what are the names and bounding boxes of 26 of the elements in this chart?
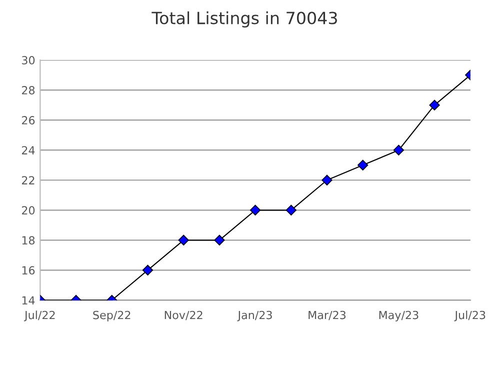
x-tick-label: Jul/23 xyxy=(454,310,486,322)
point xyxy=(142,264,154,276)
point xyxy=(286,204,296,216)
point xyxy=(178,234,189,246)
x-tick-label: Jul/22 xyxy=(24,310,55,322)
y-tick-label: 20 xyxy=(22,206,35,215)
point xyxy=(429,100,440,110)
y-tick-label: 16 xyxy=(22,266,35,275)
y-tick-label: 22 xyxy=(22,176,34,184)
y-tick-label: 14 xyxy=(22,296,35,304)
point xyxy=(322,174,332,186)
x-tick-label: Sep/22 xyxy=(93,310,130,322)
y-tick-label: 28 xyxy=(22,86,35,94)
y-tick-label: 26 xyxy=(22,116,35,124)
x-tick-label: May/23 xyxy=(379,310,418,322)
y-tick-label: 18 xyxy=(22,236,35,245)
point xyxy=(393,144,404,156)
y-tick-label: 30 xyxy=(22,56,35,64)
x-tick-label: Jan/23 xyxy=(237,310,272,322)
x-tick-label: Nov/22 xyxy=(164,310,202,320)
chart-title: Total Listings in 70043 xyxy=(152,11,337,28)
x-tick-label: Mar/23 xyxy=(308,310,346,320)
point xyxy=(250,204,261,216)
y-tick-label: 24 xyxy=(22,146,35,154)
point xyxy=(358,160,368,170)
point xyxy=(214,234,225,246)
